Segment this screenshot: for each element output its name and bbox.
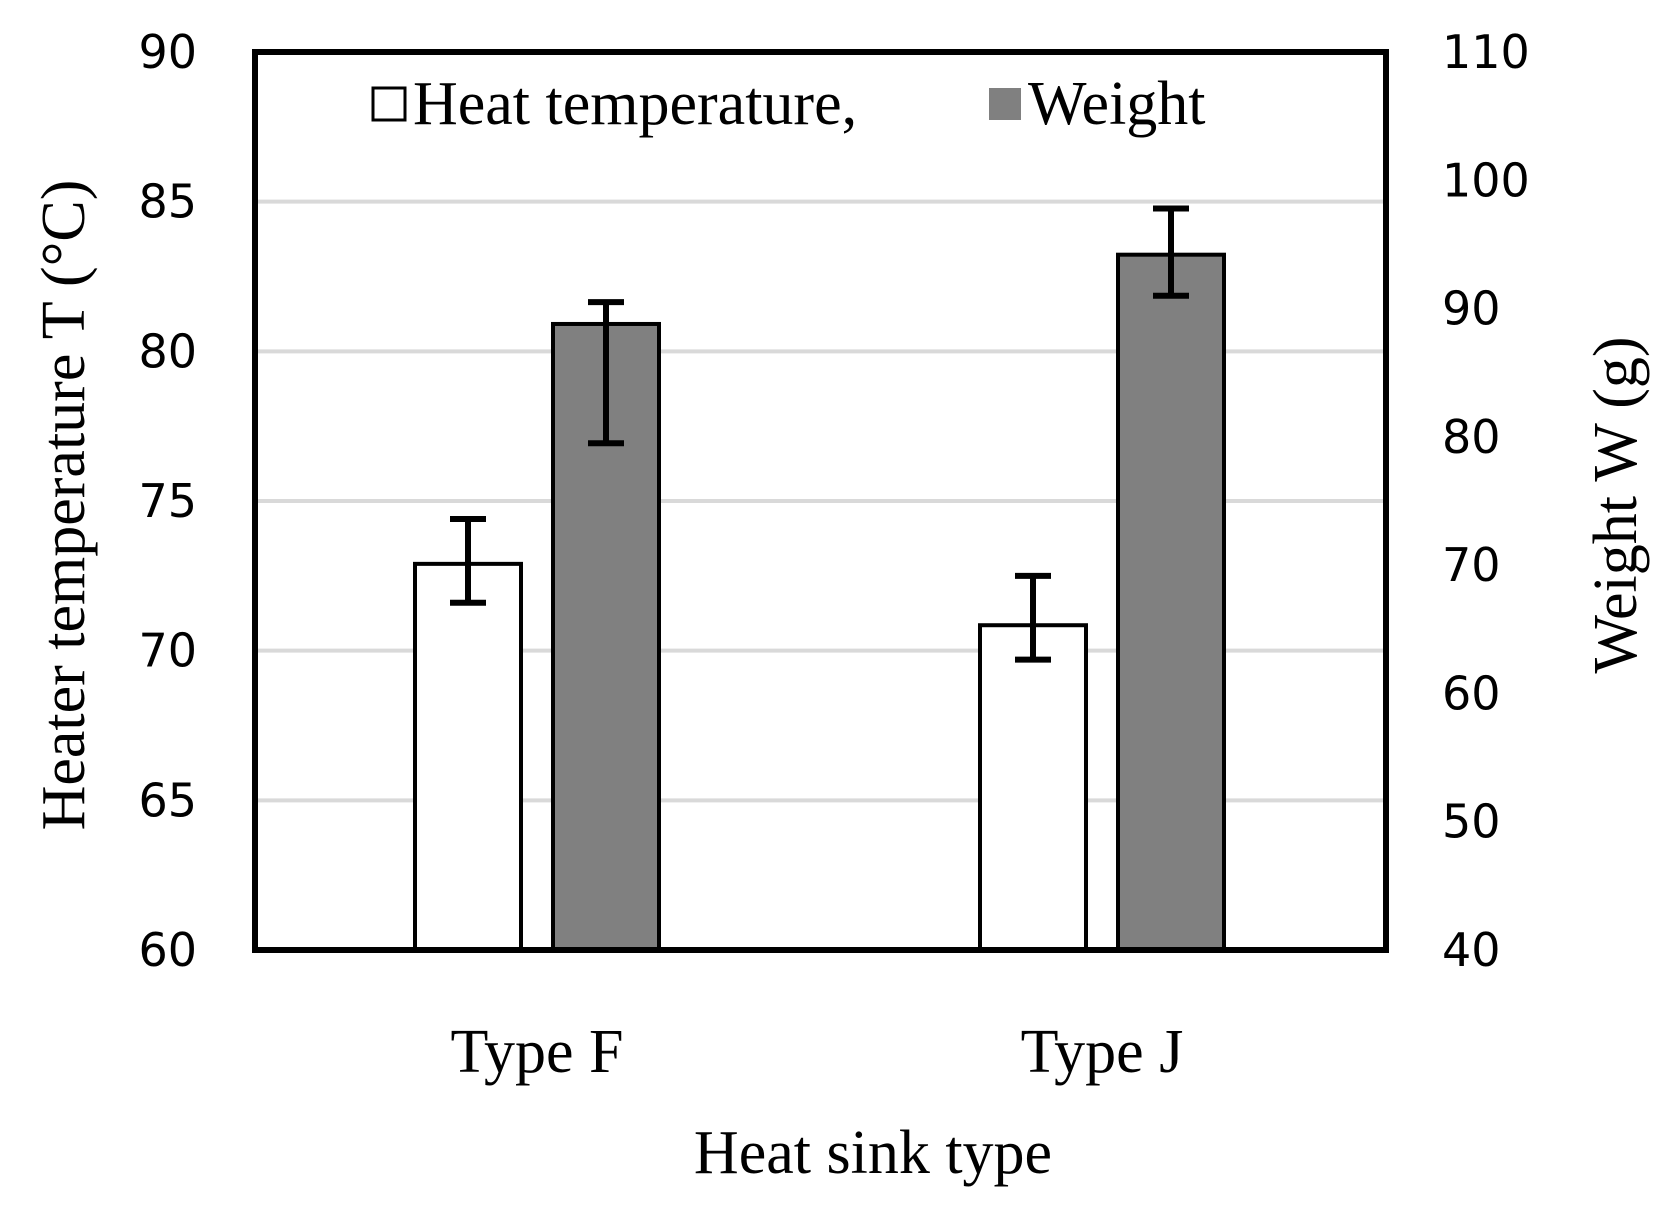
left-tick-label: 70: [138, 624, 197, 678]
legend: Heat temperature, Weight: [371, 70, 1206, 138]
left-tick-label: 65: [138, 773, 197, 827]
right-tick-label: 50: [1442, 795, 1501, 849]
error-bar: [1153, 205, 1189, 299]
legend-swatch-heat-temperature: [371, 86, 407, 122]
right-tick-label: 60: [1442, 666, 1501, 720]
x-axis-label: Heat sink type: [694, 1119, 1052, 1187]
right-tick-label: 90: [1442, 282, 1501, 336]
left-tick-label: 75: [138, 474, 197, 528]
right-axis-ticks: 40 50 60 70 80 90 100 110: [1442, 25, 1530, 977]
legend-label-weight: Weight: [1028, 70, 1206, 138]
right-tick-label: 80: [1442, 410, 1501, 464]
plot-frame: [252, 49, 1389, 953]
right-tick-label: 40: [1442, 923, 1501, 977]
right-tick-label: 100: [1442, 153, 1530, 207]
x-category-label: Type J: [1021, 1018, 1184, 1086]
bar-weight-type-j: [1116, 252, 1226, 953]
bars: [413, 252, 1226, 953]
error-bar: [450, 515, 486, 606]
legend-label-heat-temperature: Heat temperature,: [413, 70, 857, 138]
right-tick-label: 70: [1442, 538, 1501, 592]
right-tick-label: 110: [1442, 25, 1530, 79]
x-axis-categories: Type F Type J: [450, 1018, 1183, 1086]
left-tick-label: 80: [138, 324, 197, 378]
left-tick-label: 85: [138, 175, 197, 229]
error-bars: [450, 205, 1189, 663]
bar-heat-temperature-type-f: [413, 561, 523, 952]
bar-heat-temperature-type-j: [978, 623, 1088, 952]
left-tick-label: 60: [138, 923, 197, 977]
left-axis-label: Heater temperature T (°C): [30, 180, 98, 831]
error-bar: [588, 299, 624, 447]
error-bar: [1015, 572, 1051, 663]
right-axis-label: Weight W (g): [1582, 336, 1650, 673]
legend-swatch-weight: [989, 88, 1021, 120]
left-tick-label: 90: [138, 25, 197, 79]
left-axis-ticks: 60 65 70 75 80 85 90: [138, 25, 197, 977]
x-category-label: Type F: [450, 1018, 623, 1086]
